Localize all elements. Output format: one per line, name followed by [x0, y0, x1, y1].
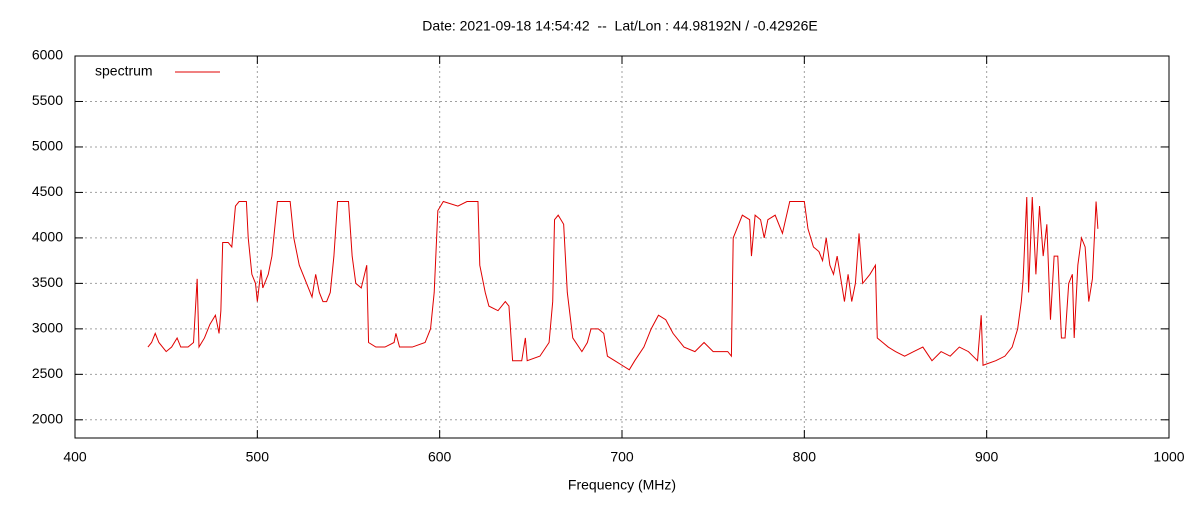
x-tick-label: 400: [63, 449, 87, 465]
x-tick-label: 1000: [1153, 449, 1184, 465]
x-tick-label: 900: [975, 449, 999, 465]
y-tick-label: 4000: [32, 229, 63, 245]
x-axis-label: Frequency (MHz): [568, 477, 676, 493]
y-tick-label: 5500: [32, 92, 63, 108]
y-tick-label: 4500: [32, 183, 63, 199]
x-tick-label: 500: [246, 449, 270, 465]
chart-title: Date: 2021-09-18 14:54:42 -- Lat/Lon : 4…: [422, 18, 817, 34]
y-tick-label: 2000: [32, 411, 63, 427]
x-tick-label: 700: [610, 449, 634, 465]
series-line: [147, 196, 1099, 371]
y-tick-label: 6000: [32, 47, 63, 63]
x-tick-label: 800: [793, 449, 817, 465]
y-tick-label: 5000: [32, 138, 63, 154]
plot-frame: [74, 55, 1170, 439]
y-tick-label: 3000: [32, 320, 63, 336]
y-tick-label: 2500: [32, 365, 63, 381]
legend-label: spectrum: [95, 63, 153, 79]
y-tick-label: 3500: [32, 274, 63, 290]
x-tick-label: 600: [428, 449, 452, 465]
